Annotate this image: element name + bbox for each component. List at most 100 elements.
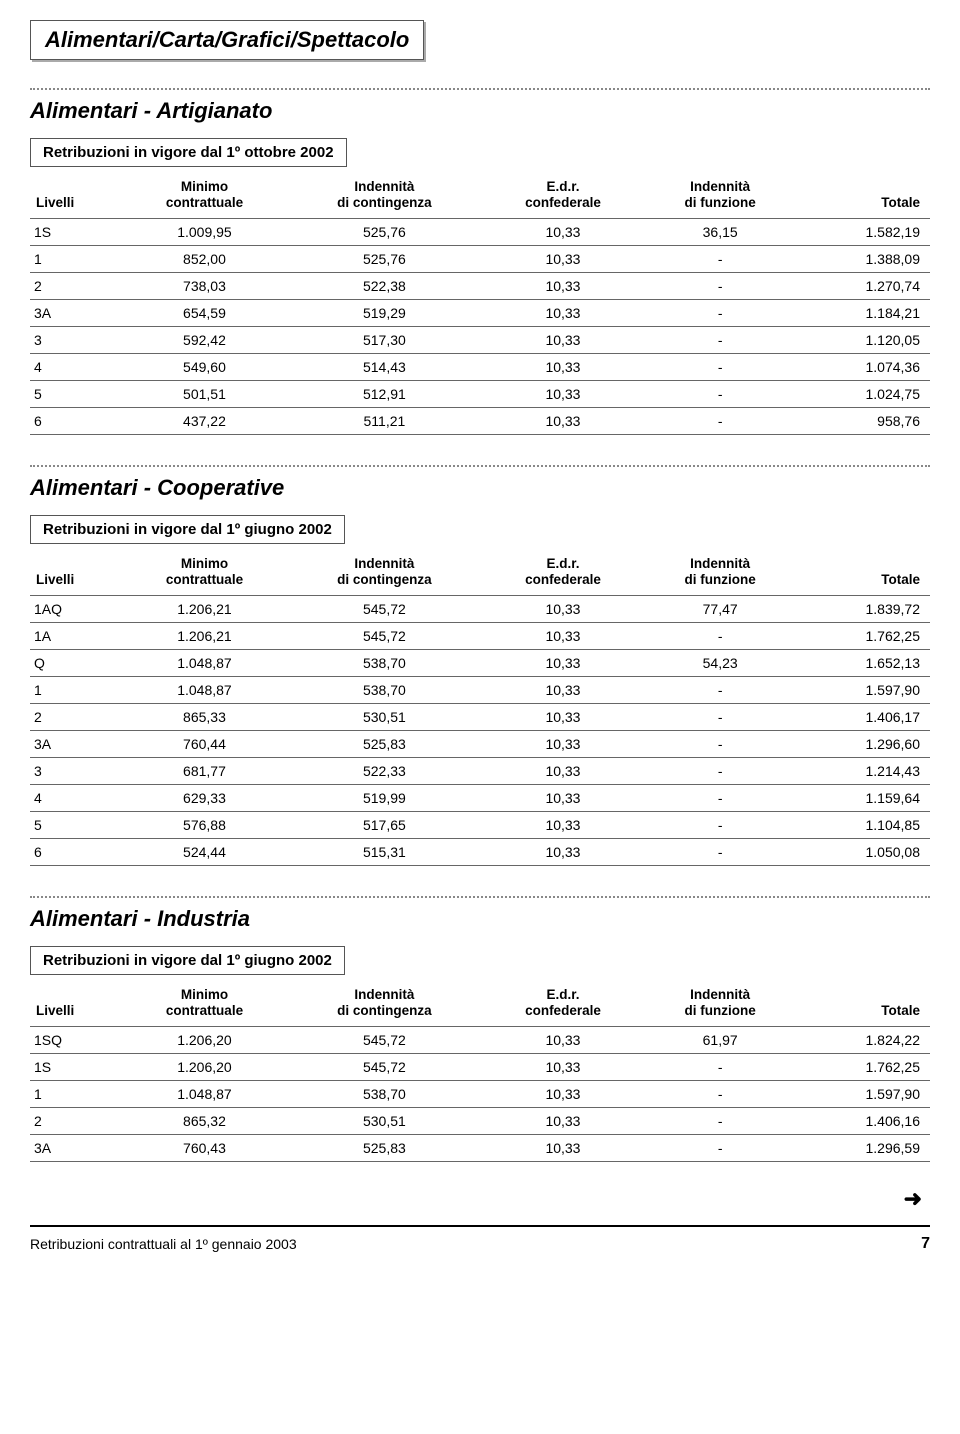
column-header: Livelli: [30, 175, 122, 219]
table-caption: Retribuzioni in vigore dal 1º ottobre 20…: [30, 138, 347, 167]
section-title: Alimentari - Cooperative: [30, 475, 930, 501]
table-cell: 522,38: [287, 273, 483, 300]
table-row: 1S1.009,95525,7610,3336,151.582,19: [30, 219, 930, 246]
retribuzioni-table: LivelliMinimocontrattualeIndennitàdi con…: [30, 983, 930, 1162]
column-header: Totale: [797, 175, 930, 219]
table-cell: 525,76: [287, 246, 483, 273]
table-cell: 958,76: [797, 408, 930, 435]
table-cell: 1: [30, 1081, 122, 1108]
table-cell: 3: [30, 758, 122, 785]
table-caption: Retribuzioni in vigore dal 1º giugno 200…: [30, 515, 345, 544]
page-number: 7: [921, 1235, 930, 1253]
table-cell: 576,88: [122, 812, 286, 839]
table-cell: 10,33: [482, 731, 643, 758]
table-cell: 54,23: [644, 650, 797, 677]
table-cell: 545,72: [287, 596, 483, 623]
table-cell: 760,43: [122, 1135, 286, 1162]
table-cell: 1.824,22: [797, 1027, 930, 1054]
table-cell: 10,33: [482, 650, 643, 677]
table-cell: 1.270,74: [797, 273, 930, 300]
table-row: 6437,22511,2110,33-958,76: [30, 408, 930, 435]
table-cell: 524,44: [122, 839, 286, 866]
retribuzioni-table: LivelliMinimocontrattualeIndennitàdi con…: [30, 552, 930, 866]
table-cell: -: [644, 1054, 797, 1081]
table-cell: 1A: [30, 623, 122, 650]
table-row: 3A760,44525,8310,33-1.296,60: [30, 731, 930, 758]
column-header: Indennitàdi funzione: [644, 552, 797, 596]
table-cell: 514,43: [287, 354, 483, 381]
column-header: Indennitàdi funzione: [644, 175, 797, 219]
table-cell: 530,51: [287, 704, 483, 731]
table-cell: 501,51: [122, 381, 286, 408]
section-divider: [30, 88, 930, 90]
table-row: 3A654,59519,2910,33-1.184,21: [30, 300, 930, 327]
table-cell: 10,33: [482, 327, 643, 354]
table-cell: 2: [30, 704, 122, 731]
table-row: 1S1.206,20545,7210,33-1.762,25: [30, 1054, 930, 1081]
table-cell: -: [644, 623, 797, 650]
table-cell: 525,83: [287, 731, 483, 758]
table-row: Q1.048,87538,7010,3354,231.652,13: [30, 650, 930, 677]
table-cell: 1.048,87: [122, 1081, 286, 1108]
column-header: Livelli: [30, 983, 122, 1027]
table-cell: 549,60: [122, 354, 286, 381]
table-cell: 1.184,21: [797, 300, 930, 327]
table-cell: 517,65: [287, 812, 483, 839]
section-title: Alimentari - Industria: [30, 906, 930, 932]
table-row: 11.048,87538,7010,33-1.597,90: [30, 1081, 930, 1108]
table-cell: 4: [30, 785, 122, 812]
table-cell: -: [644, 381, 797, 408]
table-cell: 1.206,21: [122, 596, 286, 623]
table-cell: -: [644, 731, 797, 758]
table-cell: -: [644, 1081, 797, 1108]
table-cell: 515,31: [287, 839, 483, 866]
table-row: 5501,51512,9110,33-1.024,75: [30, 381, 930, 408]
table-cell: -: [644, 408, 797, 435]
table-caption: Retribuzioni in vigore dal 1º giugno 200…: [30, 946, 345, 975]
table-row: 3681,77522,3310,33-1.214,43: [30, 758, 930, 785]
table-cell: 10,33: [482, 273, 643, 300]
table-cell: 865,32: [122, 1108, 286, 1135]
table-cell: 545,72: [287, 1054, 483, 1081]
table-cell: 1: [30, 246, 122, 273]
table-cell: 525,76: [287, 219, 483, 246]
table-cell: 3A: [30, 731, 122, 758]
table-cell: 10,33: [482, 246, 643, 273]
table-cell: 1.048,87: [122, 677, 286, 704]
table-cell: Q: [30, 650, 122, 677]
table-cell: 10,33: [482, 381, 643, 408]
table-cell: 1.839,72: [797, 596, 930, 623]
table-row: 5576,88517,6510,33-1.104,85: [30, 812, 930, 839]
table-cell: 10,33: [482, 785, 643, 812]
column-header: Totale: [797, 552, 930, 596]
table-cell: 852,00: [122, 246, 286, 273]
table-cell: -: [644, 704, 797, 731]
table-cell: 10,33: [482, 300, 643, 327]
table-cell: 545,72: [287, 623, 483, 650]
table-cell: 592,42: [122, 327, 286, 354]
table-cell: 2: [30, 273, 122, 300]
table-cell: -: [644, 812, 797, 839]
column-header: Totale: [797, 983, 930, 1027]
table-cell: 10,33: [482, 1027, 643, 1054]
table-cell: 512,91: [287, 381, 483, 408]
table-cell: 538,70: [287, 677, 483, 704]
table-cell: 530,51: [287, 1108, 483, 1135]
breadcrumb: Alimentari/Carta/Grafici/Spettacolo: [30, 20, 424, 60]
table-row: 1852,00525,7610,33-1.388,09: [30, 246, 930, 273]
page-footer: Retribuzioni contrattuali al 1º gennaio …: [30, 1225, 930, 1269]
column-header: Minimocontrattuale: [122, 175, 286, 219]
table-cell: 4: [30, 354, 122, 381]
table-row: 3A760,43525,8310,33-1.296,59: [30, 1135, 930, 1162]
table-cell: 10,33: [482, 812, 643, 839]
table-cell: 1AQ: [30, 596, 122, 623]
table-cell: 1.206,20: [122, 1054, 286, 1081]
table-row: 3592,42517,3010,33-1.120,05: [30, 327, 930, 354]
table-cell: 36,15: [644, 219, 797, 246]
table-cell: 1.050,08: [797, 839, 930, 866]
table-cell: 1.120,05: [797, 327, 930, 354]
table-row: 6524,44515,3110,33-1.050,08: [30, 839, 930, 866]
table-cell: 1.206,21: [122, 623, 286, 650]
table-cell: 519,99: [287, 785, 483, 812]
table-cell: 517,30: [287, 327, 483, 354]
